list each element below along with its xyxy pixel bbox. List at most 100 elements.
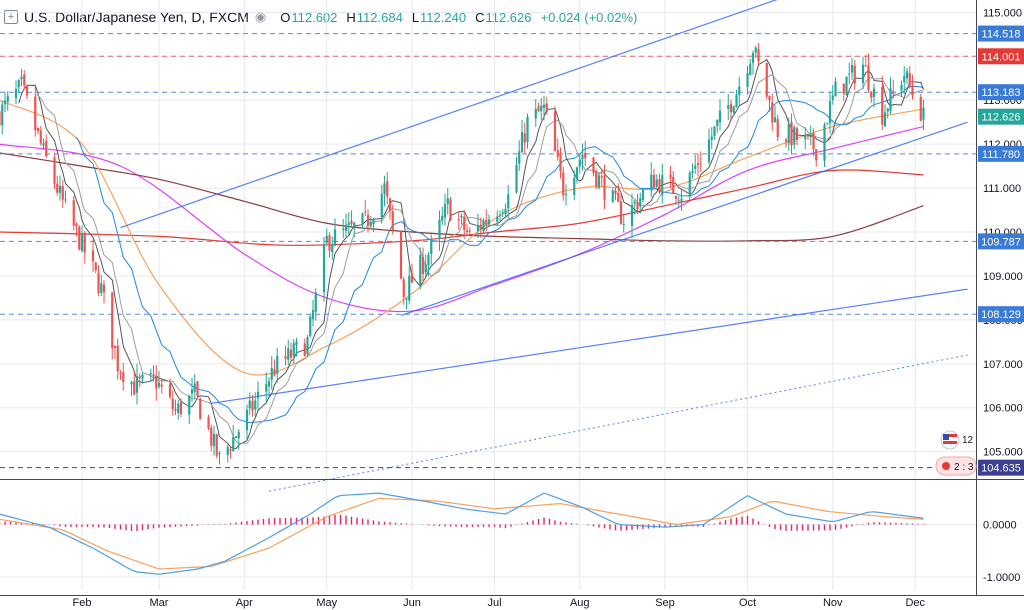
price-tag	[978, 459, 1024, 476]
candle-body	[735, 94, 738, 108]
price-tag-label: 111.780	[982, 149, 1020, 161]
candle-body	[746, 72, 749, 87]
candle-body	[325, 235, 328, 244]
candle-body	[578, 159, 581, 167]
time-tick-label: Nov	[823, 597, 843, 609]
high-label: H	[346, 9, 356, 25]
candle-body	[476, 225, 480, 232]
candle-body	[889, 88, 892, 112]
candle-body	[152, 373, 155, 377]
candle-body	[655, 179, 658, 187]
candle-body	[768, 95, 771, 101]
candle-body	[793, 126, 796, 145]
candle-body	[245, 409, 249, 431]
candle-body	[672, 176, 675, 194]
candle-body	[699, 162, 702, 164]
candle-body	[94, 262, 97, 271]
candle-body	[391, 211, 394, 230]
candle-body	[91, 250, 95, 262]
candle-body	[460, 216, 463, 218]
price-tick-label: 107.000	[983, 359, 1023, 371]
candle-body	[61, 185, 64, 200]
candle-body	[732, 106, 735, 113]
trendline[interactable]	[211, 288, 968, 404]
moving-averages-layer	[0, 59, 924, 450]
widgets-layer[interactable]: 12 2 : 3	[935, 430, 977, 476]
candle-body	[135, 375, 139, 393]
candle-body	[193, 383, 196, 392]
candle-body	[42, 143, 45, 146]
candle-body	[270, 367, 273, 381]
candle-body	[141, 374, 144, 379]
symbol-title[interactable]: U.S. Dollar/Japanese Yen, D, FXCM	[24, 9, 249, 25]
candle-body	[56, 183, 59, 193]
candle-body	[564, 194, 568, 196]
candle-body	[523, 133, 526, 143]
candle-body	[688, 172, 691, 197]
candle-body	[388, 198, 392, 211]
candle-body	[617, 192, 620, 202]
candle-body	[441, 215, 444, 222]
candle-body	[380, 193, 383, 218]
price-tag-label: 113.183	[982, 87, 1021, 99]
candle-body	[562, 172, 565, 196]
price-tick-label: 109.000	[983, 271, 1023, 283]
candle-body	[361, 213, 364, 226]
eye-icon[interactable]: ◉	[254, 9, 267, 24]
candle-body	[212, 433, 216, 447]
candle-body	[303, 343, 306, 357]
trendlines-layer[interactable]	[120, 0, 968, 492]
candle-body	[78, 226, 81, 250]
price-tick-label: 106.000	[983, 403, 1023, 415]
candle-body	[784, 139, 788, 142]
ratio-badge[interactable]: 2 : 3	[935, 456, 977, 476]
change-value: +0.024 (+0.02%)	[540, 9, 638, 25]
candle-body	[449, 199, 452, 221]
candle-body	[155, 377, 158, 389]
candle-body	[749, 63, 752, 76]
candle-body	[75, 223, 78, 227]
candle-body	[870, 91, 873, 98]
flag-badge[interactable]: 12	[940, 430, 974, 450]
horizontal-levels-layer[interactable]	[0, 33, 976, 469]
flag-canton	[943, 434, 949, 440]
price-tag	[978, 145, 1024, 162]
candle-body	[97, 272, 100, 294]
flag-stripe	[943, 441, 957, 444]
trendline[interactable]	[268, 354, 968, 492]
candle-body	[553, 111, 557, 152]
candle-body	[826, 123, 829, 125]
candle-body	[809, 134, 812, 136]
candle-body	[333, 229, 337, 246]
candle-body	[922, 107, 925, 120]
candle-body	[207, 416, 210, 429]
candle-body	[545, 103, 548, 112]
candle-body	[575, 167, 579, 180]
candle-body	[267, 381, 271, 387]
candle-body	[399, 231, 403, 279]
time-tick-label: Aug	[570, 597, 590, 609]
candle-body	[405, 298, 408, 300]
candle-body	[559, 154, 562, 171]
time-tick-label: Mar	[150, 597, 169, 609]
candle-body	[713, 126, 716, 136]
candle-body	[102, 284, 106, 293]
candle-body	[504, 208, 507, 214]
plus-square-icon[interactable]: +	[4, 10, 18, 24]
candle-body	[410, 273, 414, 283]
candle-body	[911, 84, 914, 96]
candle-body	[881, 86, 884, 125]
trendline[interactable]	[400, 121, 968, 317]
candle-body	[284, 356, 287, 359]
candle-body	[157, 382, 161, 387]
candle-body	[424, 264, 427, 273]
candle-body	[113, 345, 117, 349]
candle-body	[468, 230, 471, 232]
candle-body	[498, 215, 502, 217]
candle-body	[848, 73, 851, 75]
moving-average-line	[0, 126, 924, 313]
candle-body	[36, 127, 40, 131]
candle-body	[518, 151, 521, 164]
trendline[interactable]	[120, 0, 968, 229]
